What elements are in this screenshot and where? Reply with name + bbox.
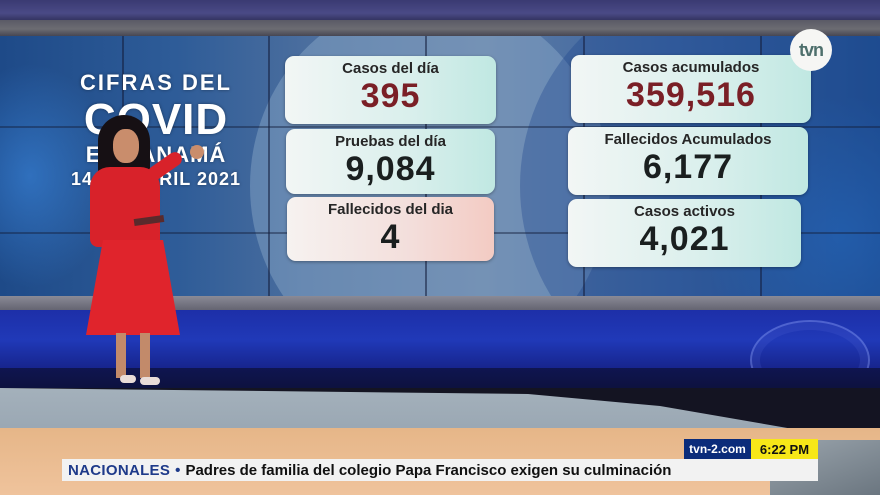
stat-card-active-cases: Casos activos 4,021	[568, 199, 801, 267]
tvn-logo-icon: tvn	[790, 29, 832, 71]
stat-card-daily-cases: Casos del día 395	[285, 56, 496, 124]
ticker-headline: Padres de familia del colegio Papa Franc…	[185, 461, 672, 479]
clock-badge: 6:22 PM	[751, 439, 818, 459]
stat-label: Fallecidos Acumulados	[604, 131, 772, 148]
studio-beam	[0, 20, 880, 38]
stat-label: Casos del día	[342, 60, 439, 77]
website-badge: tvn-2.com	[684, 439, 751, 459]
presenter-shoe	[120, 375, 136, 383]
studio-shelf	[0, 296, 880, 312]
news-ticker: NACIONALES • Padres de familia del coleg…	[62, 459, 818, 481]
presenter-leg	[140, 333, 150, 378]
title-line-1: CIFRAS DEL	[80, 70, 232, 95]
stat-card-cumulative-cases: Casos acumulados 359,516	[571, 55, 811, 123]
stat-label: Pruebas del día	[335, 133, 446, 150]
stat-card-daily-tests: Pruebas del día 9,084	[286, 129, 495, 194]
presenter-face	[113, 129, 139, 163]
presenter	[80, 115, 204, 390]
stat-label: Fallecidos del dia	[327, 201, 454, 218]
presenter-skirt	[86, 240, 180, 335]
presenter-arm	[145, 149, 185, 183]
stat-card-daily-deaths: Fallecidos del dia 4	[287, 197, 494, 261]
stat-value: 4,021	[639, 220, 730, 258]
section-tag: NACIONALES	[68, 461, 171, 479]
stat-value: 9,084	[345, 150, 436, 188]
presenter-leg	[116, 333, 126, 378]
presenter-shoe	[140, 377, 160, 385]
stat-value: 395	[360, 77, 421, 115]
stat-value: 6,177	[642, 148, 734, 186]
stat-label: Casos acumulados	[622, 59, 760, 76]
studio-ceiling	[0, 0, 880, 22]
concentric-rings-decoration	[750, 320, 870, 370]
presenter-dress	[90, 167, 160, 247]
stat-card-cumulative-deaths: Fallecidos Acumulados 6,177	[568, 127, 808, 195]
panel-seam	[0, 126, 880, 128]
bullet-separator: •	[175, 461, 181, 479]
stat-value: 359,516	[626, 76, 756, 114]
panel-seam	[268, 36, 270, 304]
stat-value: 4	[380, 218, 401, 256]
stat-label: Casos activos	[634, 203, 735, 220]
presenter-hand	[190, 145, 204, 159]
